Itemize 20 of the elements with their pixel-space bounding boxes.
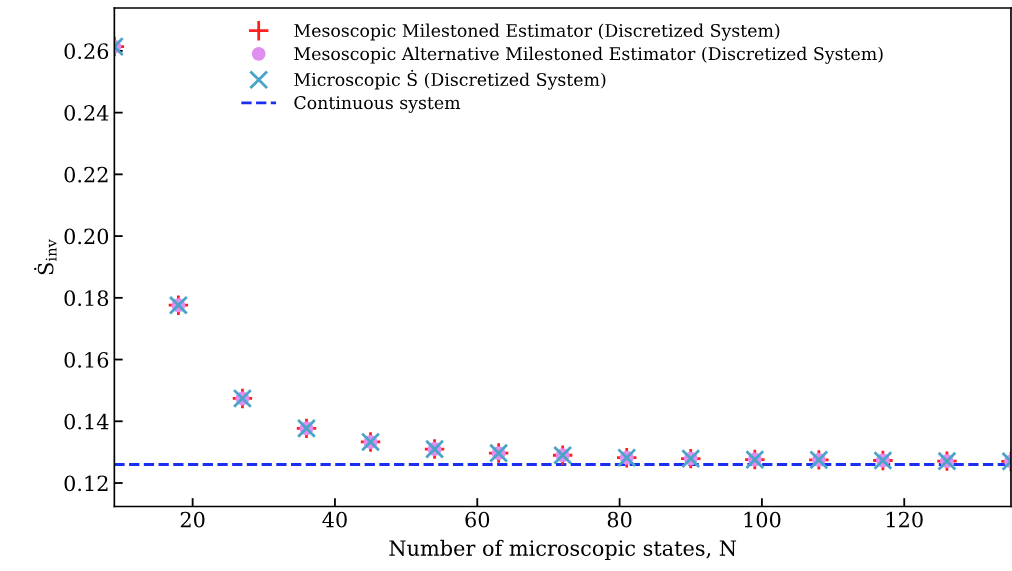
x-tick-label: 80 (607, 511, 632, 528)
y-tick-label: 0.14 (64, 413, 109, 430)
legend-label: Mesoscopic Alternative Milestoned Estimator (Discretized System) (294, 46, 883, 64)
legend-label: Microscopic Ṡ (Discretized System) (294, 69, 606, 90)
legend-label: Mesoscopic Milestoned Estimator (Discretized System) (294, 23, 780, 41)
legend-label: Continuous system (294, 96, 461, 113)
x-tick-label: 60 (465, 511, 490, 528)
x-tick-label: 20 (180, 511, 205, 528)
y-tick-label: 0.24 (64, 105, 109, 121)
y-axis-title: Ṡ$_{inv}$ (34, 239, 57, 275)
y-tick-label: 0.20 (64, 228, 109, 245)
y-tick-label: 0.26 (64, 43, 109, 60)
y-tick-label: 0.16 (64, 352, 109, 368)
y-tick-label: 0.22 (64, 166, 108, 183)
x-tick-label: 100 (744, 511, 781, 528)
y-tick-label: 0.18 (64, 290, 109, 307)
x-tick-label: 40 (322, 511, 347, 528)
x-tick-label: 120 (886, 511, 923, 528)
x-axis-title: Number of microscopic states, N (389, 539, 737, 560)
y-tick-label: 0.12 (64, 475, 108, 492)
